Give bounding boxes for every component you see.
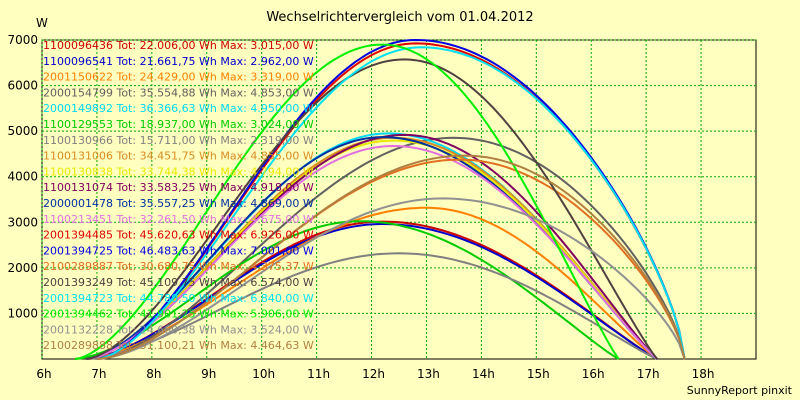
legend-entry: 1100130838 Tot: 33.744,38 Wh Max: 4.794,…: [43, 165, 314, 178]
legend-entry: 2001394485 Tot: 45.620,63 Wh Max: 6.926,…: [43, 229, 314, 242]
series-line: [96, 46, 686, 360]
x-tick-label: 16h: [582, 367, 605, 381]
plot-area: [41, 39, 757, 360]
x-tick-label: 18h: [692, 367, 715, 381]
legend-entry: 2000149892 Tot: 36.366,63 Wh Max: 4.950,…: [43, 102, 314, 115]
y-axis-unit: W: [36, 16, 48, 30]
x-tick-label: 11h: [307, 367, 330, 381]
legend-entry: 2000154799 Tot: 35.554,88 Wh Max: 4.853,…: [43, 86, 314, 99]
legend-entry: 2001394725 Tot: 46.483,63 Wh Max: 7.001,…: [43, 244, 314, 257]
legend-entry: 1100129553 Tot: 18.937,00 Wh Max: 3.024,…: [43, 118, 314, 131]
legend-entry: 2001394723 Tot: 44.780,50 Wh Max: 6.840,…: [43, 292, 314, 305]
y-tick-label: 4000: [7, 170, 38, 184]
series-lines: [74, 38, 686, 360]
y-tick-label: 6000: [7, 79, 38, 93]
legend-entry: 2001132228 Tot: 24.660,38 Wh Max: 3.524,…: [43, 323, 314, 336]
y-tick-label: 5000: [7, 124, 38, 138]
legend-entry: 1100213451 Tot: 32.261,50 Wh Max: 4.675,…: [43, 213, 314, 226]
legend-entry: 1100096541 Tot: 21.661,75 Wh Max: 2.962,…: [43, 55, 314, 68]
series-line: [85, 144, 658, 360]
x-tick-label: 12h: [362, 367, 385, 381]
x-tick-label: 13h: [417, 367, 440, 381]
x-tick-label: 17h: [637, 367, 660, 381]
y-tick-label: 1000: [7, 306, 38, 320]
legend-entry: 2100289887 Tot: 30.680,75 Wh Max: 4.375,…: [43, 260, 314, 273]
series-line: [96, 136, 686, 360]
series-line: [85, 139, 658, 360]
series-line: [85, 222, 658, 360]
grid: [41, 39, 756, 359]
x-tick-label: 10h: [252, 367, 275, 381]
legend-entry: 2001394462 Tot: 41.901,25 Wh Max: 5.906,…: [43, 308, 314, 321]
x-tick-label: 15h: [527, 367, 550, 381]
x-tick-labels: 6h 7h 8h 9h 10h 11h 12h 13h 14h 15h 16h 17h 18h: [36, 367, 714, 381]
x-tick-label: 7h: [91, 367, 106, 381]
legend: 1100096436 Tot: 22.006,00 Wh Max: 3.015,…: [43, 39, 314, 352]
legend-entry: 2000001478 Tot: 35.557,25 Wh Max: 4.869,…: [43, 197, 314, 210]
x-tick-label: 8h: [146, 367, 161, 381]
series-line: [96, 154, 686, 360]
legend-entry: 1100131006 Tot: 34.451,75 Wh Max: 4.855,…: [43, 150, 314, 163]
y-tick-label: 2000: [7, 261, 38, 275]
legend-entry: 2001150622 Tot: 24.429,00 Wh Max: 3.319,…: [43, 71, 314, 84]
legend-entry: 1100131074 Tot: 33.583,25 Wh Max: 4.918,…: [43, 181, 314, 194]
x-tick-label: 14h: [472, 367, 495, 381]
series-line: [85, 58, 658, 360]
y-tick-label: 3000: [7, 215, 38, 229]
legend-entry: 2100289888 Tot: 31.100,21 Wh Max: 4.464,…: [43, 339, 314, 352]
y-tick-label: 7000: [7, 33, 38, 47]
series-line: [74, 43, 620, 360]
series-line: [85, 252, 658, 360]
legend-entry: 1100130966 Tot: 15.711,00 Wh Max: 2.319,…: [43, 134, 314, 147]
series-line: [96, 38, 686, 360]
legend-entry: 2001393249 Tot: 45.109,75 Wh Max: 6.574,…: [43, 276, 314, 289]
x-tick-label: 9h: [201, 367, 216, 381]
legend-entry: 1100096436 Tot: 22.006,00 Wh Max: 3.015,…: [43, 39, 314, 52]
x-tick-label: 6h: [36, 367, 51, 381]
y-tick-labels: 1000 2000 3000 4000 5000 6000 7000: [7, 33, 38, 320]
series-line: [96, 197, 686, 360]
credit-label: SunnyReport pinxit: [686, 384, 792, 397]
chart-title: Wechselrichtervergleich vom 01.04.2012: [266, 10, 534, 25]
